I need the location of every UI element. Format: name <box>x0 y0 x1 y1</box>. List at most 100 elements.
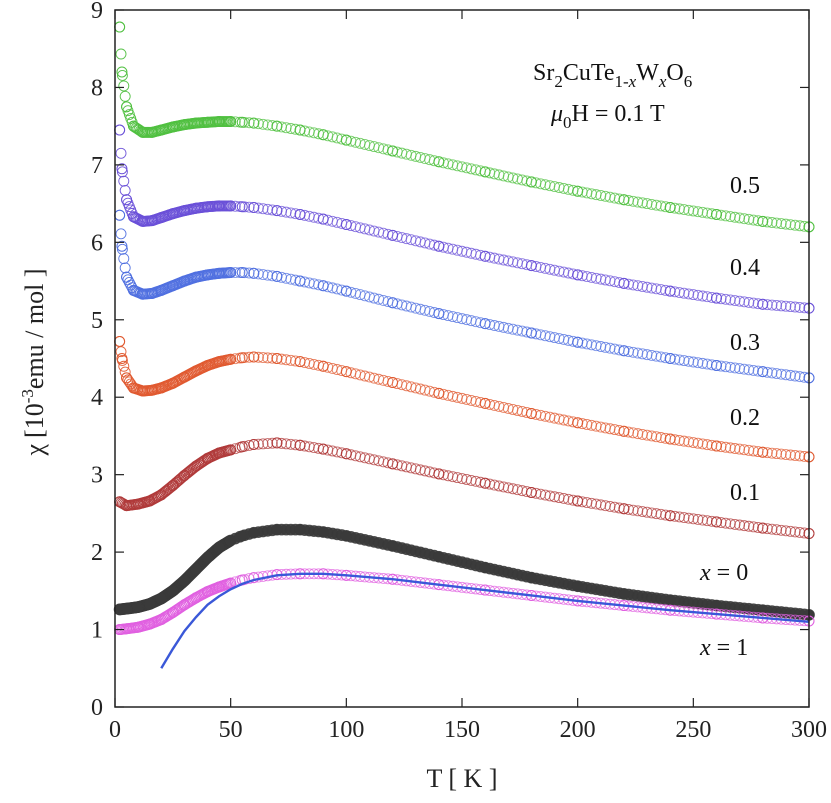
data-point <box>706 359 718 371</box>
series-anchor-point <box>137 385 149 397</box>
series-anchor-point <box>225 200 237 212</box>
series-anchor-point <box>178 119 190 131</box>
y-tick-label: 6 <box>91 230 103 256</box>
y-tick-label: 1 <box>91 618 103 644</box>
y-tick-label: 7 <box>91 153 103 179</box>
series-anchor-point <box>433 468 445 480</box>
data-point <box>697 290 709 302</box>
series-anchor-point <box>202 269 214 281</box>
series-anchor-point <box>121 271 133 283</box>
data-point <box>182 467 194 479</box>
data-point <box>119 90 131 102</box>
formula-s2: 1- <box>615 72 630 91</box>
series-anchor-point <box>121 101 133 113</box>
series-anchor-point <box>155 489 167 501</box>
series-anchor-point <box>271 353 283 364</box>
data-point <box>775 448 787 460</box>
data-point <box>257 269 269 280</box>
data-point <box>243 351 255 363</box>
data-point <box>590 498 602 510</box>
data-point <box>706 439 718 451</box>
data-point <box>299 440 311 452</box>
series-anchor-point <box>294 356 306 368</box>
data-point <box>159 486 171 497</box>
series-anchor-point <box>202 552 214 564</box>
data-point <box>766 299 778 311</box>
series-3 <box>114 437 815 540</box>
series-anchor-point <box>572 185 584 197</box>
data-point <box>678 435 690 447</box>
series-anchor-point <box>271 120 283 132</box>
series-anchor-point <box>190 117 202 129</box>
series-anchor-point <box>155 284 167 296</box>
data-point <box>660 509 672 521</box>
data-point <box>599 500 611 512</box>
data-point <box>636 428 648 440</box>
data-point <box>780 525 792 537</box>
series-anchor-point <box>167 585 179 597</box>
series-anchor-point <box>121 500 133 512</box>
data-point <box>186 464 198 475</box>
series-anchor-point <box>128 211 140 223</box>
series-anchor-point <box>710 600 722 612</box>
data-point <box>748 364 759 376</box>
data-point <box>234 267 246 278</box>
series-anchor-point <box>155 124 167 136</box>
series-anchor-point <box>213 200 225 212</box>
data-point <box>229 267 241 278</box>
series-anchor-point <box>167 377 179 389</box>
data-point <box>623 426 635 438</box>
formula-annotation: Sr2CuTe1-xWxO6 <box>533 60 692 91</box>
x-tick-label: 300 <box>791 717 827 743</box>
series-anchor-point <box>479 397 491 409</box>
series-anchor-point <box>572 336 584 348</box>
data-point <box>280 354 292 366</box>
series-label: 0.2 <box>730 405 760 431</box>
data-point <box>766 367 778 379</box>
data-point <box>678 287 690 299</box>
data-point <box>243 117 255 129</box>
data-point <box>794 371 806 383</box>
series-anchor-point <box>317 443 329 455</box>
series-anchor-point <box>271 524 283 536</box>
data-point <box>262 352 274 364</box>
series-anchor-point <box>167 208 179 220</box>
data-point <box>646 349 658 361</box>
data-point <box>748 214 759 226</box>
data-point <box>771 300 783 311</box>
data-point <box>724 361 736 373</box>
series-anchor-point <box>525 407 537 419</box>
series-anchor-point <box>202 586 214 598</box>
data-point <box>743 520 755 532</box>
plot-marks <box>113 21 815 669</box>
formula-p3: W <box>636 60 659 86</box>
x-tick-label: 100 <box>328 717 364 743</box>
data-point <box>115 228 127 240</box>
field-mu: μ <box>550 101 563 127</box>
data-point <box>252 268 264 280</box>
data-point <box>636 197 648 209</box>
series-anchor-point <box>155 212 167 224</box>
data-point <box>775 524 787 536</box>
y-tick-label: 2 <box>91 540 103 566</box>
fit-curve <box>160 572 810 669</box>
data-point <box>692 513 704 525</box>
data-point <box>794 220 806 232</box>
data-point <box>794 301 806 313</box>
data-point <box>748 445 759 457</box>
data-point <box>771 448 783 460</box>
series-anchor-point <box>664 201 676 213</box>
data-point <box>252 202 264 214</box>
axis-ticks: 0 50 100 150 200 250 300 0 1 2 3 4 5 6 7 8 9 <box>91 0 827 743</box>
data-point <box>623 278 635 290</box>
series-anchor-point <box>664 433 676 445</box>
series-anchor-point <box>387 458 399 470</box>
data-point <box>789 301 801 313</box>
series-anchor-point <box>294 439 306 451</box>
data-point <box>276 121 288 133</box>
data-point <box>118 80 130 92</box>
data-point <box>229 200 241 212</box>
series-anchor-point <box>340 134 352 146</box>
data-point <box>771 524 783 536</box>
data-point <box>780 218 792 230</box>
